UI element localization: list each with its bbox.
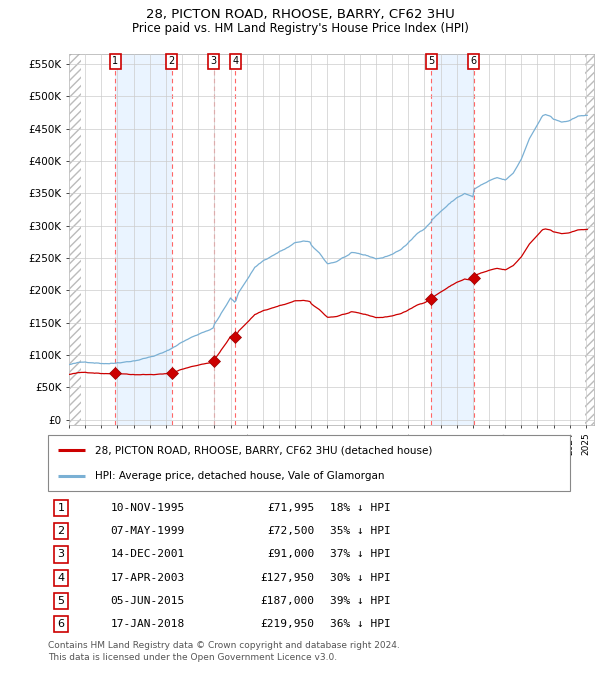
Text: £72,500: £72,500 — [267, 526, 314, 537]
Text: 37% ↓ HPI: 37% ↓ HPI — [330, 549, 391, 560]
Text: 2: 2 — [58, 526, 65, 537]
Text: 05-JUN-2015: 05-JUN-2015 — [110, 596, 185, 606]
Text: Price paid vs. HM Land Registry's House Price Index (HPI): Price paid vs. HM Land Registry's House … — [131, 22, 469, 35]
Bar — [431, 54, 473, 425]
Text: 1: 1 — [112, 56, 118, 66]
Text: 10-NOV-1995: 10-NOV-1995 — [110, 503, 185, 513]
Text: £127,950: £127,950 — [260, 573, 314, 583]
Text: 39% ↓ HPI: 39% ↓ HPI — [330, 596, 391, 606]
Text: 3: 3 — [58, 549, 65, 560]
Text: 3: 3 — [211, 56, 217, 66]
Text: 14-DEC-2001: 14-DEC-2001 — [110, 549, 185, 560]
Text: This data is licensed under the Open Government Licence v3.0.: This data is licensed under the Open Gov… — [48, 653, 337, 662]
Text: 4: 4 — [232, 56, 238, 66]
Text: £71,995: £71,995 — [267, 503, 314, 513]
Text: 28, PICTON ROAD, RHOOSE, BARRY, CF62 3HU: 28, PICTON ROAD, RHOOSE, BARRY, CF62 3HU — [146, 8, 454, 21]
Text: 07-MAY-1999: 07-MAY-1999 — [110, 526, 185, 537]
Text: 17-APR-2003: 17-APR-2003 — [110, 573, 185, 583]
Text: £91,000: £91,000 — [267, 549, 314, 560]
Text: HPI: Average price, detached house, Vale of Glamorgan: HPI: Average price, detached house, Vale… — [95, 471, 385, 481]
Text: 18% ↓ HPI: 18% ↓ HPI — [330, 503, 391, 513]
Text: Contains HM Land Registry data © Crown copyright and database right 2024.: Contains HM Land Registry data © Crown c… — [48, 641, 400, 649]
Text: 1: 1 — [58, 503, 65, 513]
Text: 4: 4 — [58, 573, 65, 583]
Text: 17-JAN-2018: 17-JAN-2018 — [110, 619, 185, 629]
Text: 30% ↓ HPI: 30% ↓ HPI — [330, 573, 391, 583]
Text: 2: 2 — [169, 56, 175, 66]
Text: 6: 6 — [58, 619, 65, 629]
Text: 36% ↓ HPI: 36% ↓ HPI — [330, 619, 391, 629]
Text: £219,950: £219,950 — [260, 619, 314, 629]
Text: 5: 5 — [58, 596, 65, 606]
Text: 28, PICTON ROAD, RHOOSE, BARRY, CF62 3HU (detached house): 28, PICTON ROAD, RHOOSE, BARRY, CF62 3HU… — [95, 445, 433, 455]
Text: 35% ↓ HPI: 35% ↓ HPI — [330, 526, 391, 537]
Text: £187,000: £187,000 — [260, 596, 314, 606]
Text: 5: 5 — [428, 56, 434, 66]
Text: 6: 6 — [470, 56, 477, 66]
Bar — [115, 54, 172, 425]
